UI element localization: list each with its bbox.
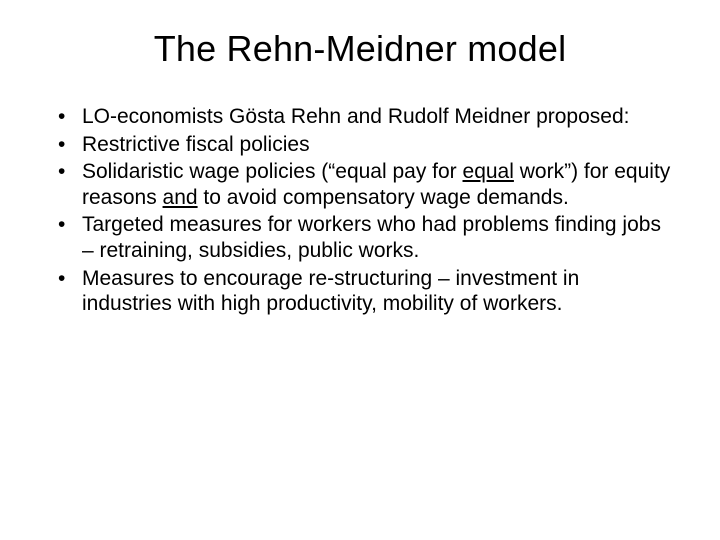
list-item: LO-economists Gösta Rehn and Rudolf Meid… bbox=[54, 104, 674, 130]
list-item: Targeted measures for workers who had pr… bbox=[54, 212, 674, 263]
list-item: Measures to encourage re-structuring – i… bbox=[54, 266, 674, 317]
list-item: Restrictive fiscal policies bbox=[54, 132, 674, 158]
text-run: Solidaristic wage policies (“equal pay f… bbox=[82, 160, 463, 183]
slide-title: The Rehn-Meidner model bbox=[46, 28, 674, 70]
bullet-list: LO-economists Gösta Rehn and Rudolf Meid… bbox=[46, 104, 674, 317]
text-run: Measures to encourage re-structuring – i… bbox=[82, 267, 579, 316]
text-run: to avoid compensatory wage demands. bbox=[198, 186, 569, 209]
list-item: Solidaristic wage policies (“equal pay f… bbox=[54, 159, 674, 210]
text-run: and bbox=[163, 186, 198, 209]
text-run: LO-economists Gösta Rehn and Rudolf Meid… bbox=[82, 105, 629, 128]
text-run: equal bbox=[463, 160, 514, 183]
text-run: Restrictive fiscal policies bbox=[82, 133, 310, 156]
text-run: Targeted measures for workers who had pr… bbox=[82, 213, 661, 262]
slide: The Rehn-Meidner model LO-economists Gös… bbox=[0, 0, 720, 540]
